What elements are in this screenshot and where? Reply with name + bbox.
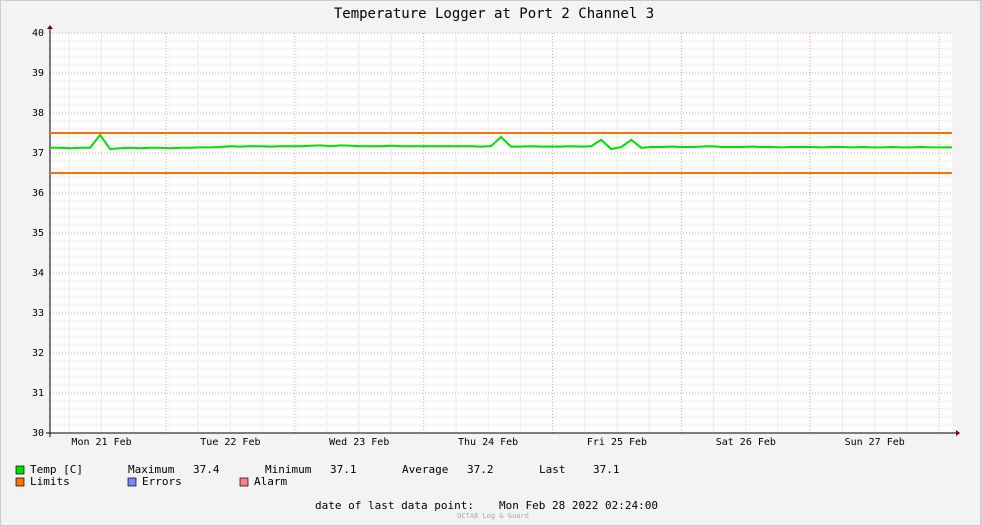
stat-label: Maximum: [128, 463, 175, 476]
legend-label: Errors: [142, 475, 182, 488]
x-tick-label: Wed 23 Feb: [329, 437, 389, 448]
y-tick-label: 33: [32, 308, 44, 319]
y-tick-label: 34: [32, 268, 44, 279]
x-tick-label: Thu 24 Feb: [458, 437, 518, 448]
y-tick-label: 38: [32, 108, 44, 119]
y-tick-label: 35: [32, 228, 44, 239]
legend-swatch: [127, 477, 137, 487]
x-axis-arrow: [956, 430, 960, 436]
legend-label: Limits: [30, 475, 70, 488]
stat-value: 37.1: [330, 463, 357, 476]
y-tick-label: 32: [32, 348, 44, 359]
y-tick-label: 40: [32, 28, 44, 39]
y-tick-label: 31: [32, 388, 44, 399]
legend-swatch: [239, 477, 249, 487]
x-tick-label: Sun 27 Feb: [845, 437, 905, 448]
footer-label: date of last data point:: [315, 499, 474, 512]
stat-label: Minimum: [265, 463, 312, 476]
chart-title: Temperature Logger at Port 2 Channel 3: [334, 6, 654, 22]
y-tick-label: 39: [32, 68, 44, 79]
stat-value: 37.4: [193, 463, 220, 476]
stat-label: Last: [539, 463, 566, 476]
legend-swatch: [15, 465, 25, 475]
y-tick-label: 37: [32, 148, 44, 159]
x-tick-label: Tue 22 Feb: [200, 437, 260, 448]
credit: OCTA8 Log & Guard: [457, 512, 529, 520]
legend-swatch: [15, 477, 25, 487]
legend-label: Temp [C]: [30, 463, 83, 476]
y-axis-arrow: [47, 25, 53, 29]
x-tick-label: Mon 21 Feb: [71, 437, 131, 448]
y-tick-label: 30: [32, 428, 44, 439]
stat-value: 37.1: [593, 463, 620, 476]
legend-label: Alarm: [254, 475, 287, 488]
temp-line: [50, 133, 952, 151]
y-tick-label: 36: [32, 188, 44, 199]
last-data-point: Mon Feb 28 2022 02:24:00: [499, 499, 658, 512]
x-tick-label: Sat 26 Feb: [716, 437, 776, 448]
x-tick-label: Fri 25 Feb: [587, 437, 647, 448]
stat-label: Average: [402, 463, 448, 476]
stat-value: 37.2: [467, 463, 494, 476]
